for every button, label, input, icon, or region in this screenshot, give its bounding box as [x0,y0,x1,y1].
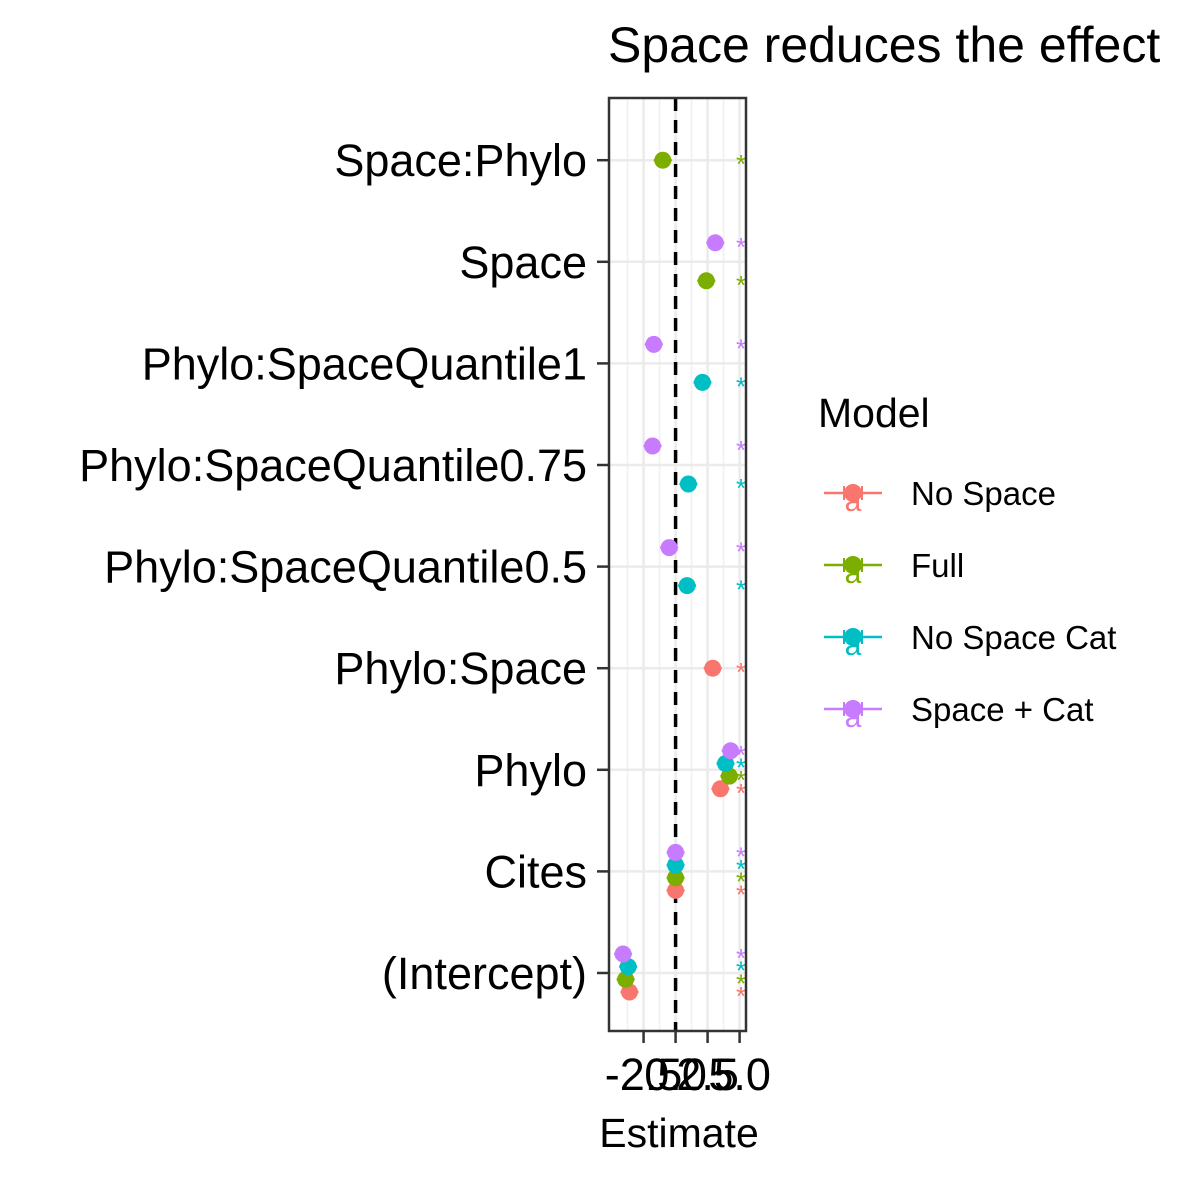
significance-star-no-space-phylo-space: * [736,657,746,687]
legend-key-point [844,484,862,502]
legend-key-glyph: a [845,629,862,662]
point-space-cat-phylo-spacequantile1 [645,335,663,353]
significance-star-full-space: * [736,270,746,300]
point-space-cat-space [706,234,724,252]
significance-star-full-space-phylo: * [736,149,746,179]
legend-item-no-space-cat: a No Space Cat [824,619,1116,662]
point-no-space-cat-cites [667,856,685,874]
point-space-cat-phylo [722,742,740,760]
legend-item-space-cat: a Space + Cat [824,691,1094,734]
significance-star-space-cat-phylo-spacequantile0-75: * [736,435,746,465]
significance-star-no-space-phylo: * [736,778,746,808]
legend-title: Model [818,390,930,436]
y-tick-label-space-phylo: Space:Phylo [334,135,587,186]
significance-star-no-space-cat-phylo-spacequantile0-75: * [736,473,746,503]
point-no-space-cat-phylo-spacequantile1 [693,373,711,391]
significance-star-space-cat-phylo-spacequantile1: * [736,333,746,363]
y-tick-label-intercept: (Intercept) [382,948,587,999]
legend-label-no-space: No Space [911,475,1056,512]
significance-star-space-cat-cites: * [736,841,746,871]
legend-item-no-space: a No Space [824,475,1056,518]
plot-panel: ********************** [607,96,748,1033]
point-space-cat-cites [667,843,685,861]
significance-star-no-space-cat-phylo: * [736,752,746,782]
legend-key-point [844,700,862,718]
significance-star-no-space-cat-cites: * [736,854,746,884]
legend-key-glyph: a [845,485,862,518]
point-full-space [697,272,715,290]
significance-star-no-space-cites: * [736,879,746,909]
legend: Model a No Space a Full a No Space Cat a Space +… [818,390,1116,734]
y-tick-label-space: Space [459,237,587,288]
legend-key-point [844,556,862,574]
y-axis: (Intercept) Cites Phylo Phylo:Space Phylo:Sp… [79,135,609,999]
chart-title: Space reduces the effect [608,17,1160,73]
significance-star-space-cat-intercept: * [736,943,746,973]
y-tick-label-phylo-spacequantile1: Phylo:SpaceQuantile1 [142,338,587,389]
point-no-space-cites [667,881,685,899]
x-tick-label: -2.5 [605,1049,683,1100]
x-axis-label: Estimate [599,1110,759,1156]
significance-star-no-space-cat-phylo-spacequantile0-5: * [736,575,746,605]
significance-star-full-phylo: * [736,765,746,795]
significance-star-space-cat-phylo-spacequantile0-5: * [736,537,746,567]
legend-item-full: a Full [824,547,964,590]
y-tick-label-cites: Cites [484,846,587,897]
legend-label-space-cat: Space + Cat [911,691,1094,728]
panel-border [607,96,748,1033]
point-no-space-phylo-space [704,659,722,677]
x-axis: -2.50.02.55.0 [605,1031,771,1100]
point-space-cat-intercept [614,945,632,963]
significance-star-no-space-cat-intercept: * [736,956,746,986]
x-tick-label: 5.0 [708,1049,771,1100]
y-tick-label-phylo-space: Phylo:Space [334,643,587,694]
y-tick-label-phylo: Phylo [474,745,587,796]
legend-key-glyph: a [845,701,862,734]
legend-label-full: Full [911,547,964,584]
legend-key-glyph: a [845,557,862,590]
legend-label-no-space-cat: No Space Cat [911,619,1116,656]
significance-star-no-space-intercept: * [736,981,746,1011]
significance-star-full-intercept: * [736,968,746,998]
point-no-space-cat-phylo-spacequantile0-75 [679,475,697,493]
significance-star-space-cat-phylo: * [736,740,746,770]
point-no-space-cat-phylo-spacequantile0-5 [678,577,696,595]
point-full-cites [667,869,685,887]
significance-star-space-cat-space: * [736,232,746,262]
y-tick-label-phylo-spacequantile0-75: Phylo:SpaceQuantile0.75 [79,440,587,491]
point-no-space-phylo [711,780,729,798]
legend-key-point [844,628,862,646]
point-space-cat-phylo-spacequantile0-5 [660,539,678,557]
x-tick-label: 2.5 [676,1049,739,1100]
point-space-cat-phylo-spacequantile0-75 [644,437,662,455]
significance-star-full-cites: * [736,867,746,897]
x-tick-label: 0.0 [644,1049,707,1100]
point-full-intercept [617,970,635,988]
significance-star-no-space-cat-phylo-spacequantile1: * [736,371,746,401]
y-tick-label-phylo-spacequantile0-5: Phylo:SpaceQuantile0.5 [104,542,587,593]
point-full-space-phylo [654,151,672,169]
